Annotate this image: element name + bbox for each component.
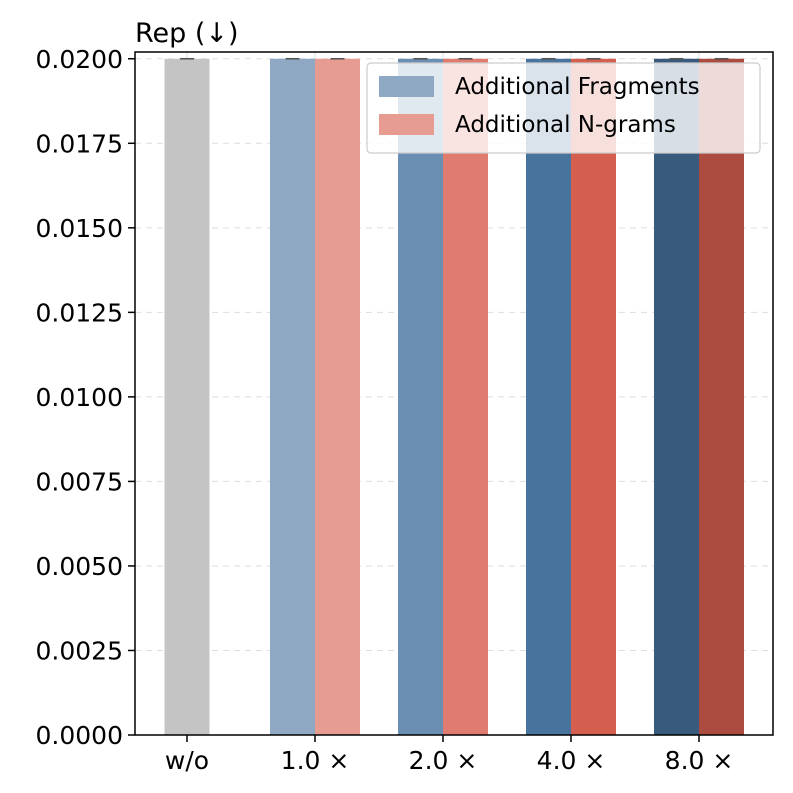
x-tick-label: 1.0 × [281, 746, 350, 775]
legend-box [366, 62, 761, 154]
bar-baseline [164, 58, 210, 735]
y-tick-label: 0.0075 [36, 467, 123, 496]
bar-ngrams [315, 58, 360, 735]
chart-title: Rep (↓) [135, 18, 239, 49]
y-tick-label: 0.0125 [36, 298, 123, 327]
axes [134, 51, 774, 736]
y-tick-label: 0.0175 [36, 129, 123, 158]
plot-frame [134, 51, 774, 736]
bar-fragments [270, 58, 315, 735]
y-tick-label: 0.0000 [36, 721, 123, 750]
bar-fragments [398, 58, 443, 735]
legend-label: Additional N-grams [455, 112, 676, 138]
x-tick-label: 8.0 × [665, 746, 734, 775]
bar-fragments [526, 58, 571, 735]
bar-ngrams [443, 58, 488, 735]
y-tick-label: 0.0025 [36, 636, 123, 665]
tick-labels: 0.0000 0.0025 0.0050 0.0075 0.0100 0.0125 0.01… [36, 45, 734, 775]
bars [164, 58, 744, 735]
y-tick-label: 0.0100 [36, 383, 123, 412]
y-tick-label: 0.0050 [36, 552, 123, 581]
legend-swatch [379, 76, 434, 97]
legend: Additional Fragments Additional N-grams [366, 62, 761, 154]
y-tick-label: 0.0200 [36, 45, 123, 74]
x-tick-label: 2.0 × [409, 746, 478, 775]
y-tick-label: 0.0150 [36, 214, 123, 243]
x-tick-label: w/o [165, 746, 209, 775]
legend-label: Additional Fragments [455, 74, 700, 100]
bar-fragments [654, 58, 699, 735]
bar-ngrams [571, 58, 616, 735]
bar-ngrams [699, 58, 744, 735]
x-tick-label: 4.0 × [537, 746, 606, 775]
legend-swatch [379, 114, 434, 135]
